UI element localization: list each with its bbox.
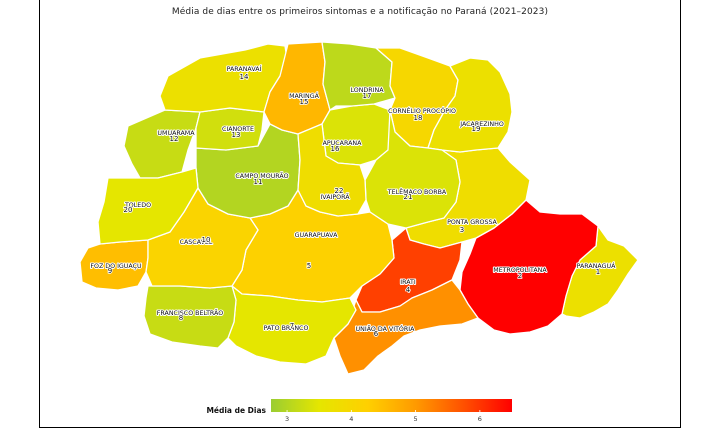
region-number-19: 19 xyxy=(472,125,481,133)
region-number-17: 17 xyxy=(363,92,372,100)
legend-tick-label-4: 4 xyxy=(349,415,353,423)
legend-tick-label-6: 6 xyxy=(478,415,482,423)
region-12 xyxy=(123,109,201,179)
region-name-12: UMUARAMA xyxy=(157,130,195,137)
region-number-10: 10 xyxy=(202,236,211,244)
region-name-10: CASCAVEL xyxy=(180,239,213,246)
legend: Média de Dias 3 4 5 6 xyxy=(206,399,512,423)
region-number-8: 8 xyxy=(179,314,183,322)
region-22 xyxy=(297,123,367,217)
region-name-22: IVAIPORÃ xyxy=(320,192,350,201)
region-name-15: MARINGÁ xyxy=(289,91,320,100)
map-title: Média de dias entre os primeiros sintoma… xyxy=(171,7,549,17)
region-number-13: 13 xyxy=(232,131,241,139)
region-number-22: 22 xyxy=(335,187,344,195)
region-name-4: IRATI xyxy=(400,279,416,286)
region-6 xyxy=(333,279,479,375)
region-name-7: PATO BRANCO xyxy=(264,325,309,332)
region-name-19: JACAREZINHO xyxy=(459,121,504,128)
legend-color-bar xyxy=(271,399,512,412)
region-name-5: GUARAPUAVA xyxy=(295,232,338,239)
region-8 xyxy=(143,285,237,349)
region-name-16: APUCARANA xyxy=(323,140,363,147)
legend-ticks: 3 4 5 6 xyxy=(285,410,482,423)
region-number-2: 2 xyxy=(518,272,522,280)
region-number-12: 12 xyxy=(170,135,179,143)
region-number-5: 5 xyxy=(307,262,311,270)
region-11 xyxy=(195,123,301,219)
region-number-18: 18 xyxy=(414,114,423,122)
regions-layer xyxy=(79,41,639,375)
region-20 xyxy=(97,167,199,245)
region-name-2: METROPOLITANA xyxy=(493,267,547,274)
region-number-9: 9 xyxy=(108,267,112,275)
region-number-7: 7 xyxy=(290,322,294,330)
region-name-9: FOZ DO IGUAÇU xyxy=(90,263,142,270)
region-number-20: 20 xyxy=(124,206,133,214)
region-number-4: 4 xyxy=(406,286,411,294)
region-name-20: TOLEDO xyxy=(124,202,151,209)
region-name-3: PONTA GROSSA xyxy=(447,219,497,226)
region-number-16: 16 xyxy=(331,145,340,153)
region-name-1: PARANAGUÁ xyxy=(577,261,617,270)
region-name-13: CIANORTE xyxy=(222,126,254,133)
region-number-1: 1 xyxy=(596,268,600,276)
region-name-21: TELÊMACO BORBA xyxy=(387,187,447,196)
region-name-6: UNIÃO DA VITÓRIA xyxy=(356,324,416,333)
legend-title: Média de Dias xyxy=(206,406,266,415)
region-name-11: CAMPO MOURÃO xyxy=(235,171,288,180)
legend-tick-label-3: 3 xyxy=(285,415,289,423)
region-number-21: 21 xyxy=(404,193,413,201)
legend-tick-label-5: 5 xyxy=(414,415,418,423)
region-number-11: 11 xyxy=(254,178,263,186)
region-name-18: CORNÉLIO PROCÓPIO xyxy=(388,106,456,115)
region-19 xyxy=(427,57,513,153)
region-number-14: 14 xyxy=(240,73,249,81)
region-21 xyxy=(364,109,461,229)
region-number-3: 3 xyxy=(460,226,464,234)
region-number-6: 6 xyxy=(374,330,379,338)
region-number-15: 15 xyxy=(300,98,309,106)
region-name-14: PARANAVAÍ xyxy=(227,64,262,73)
region-name-17: LONDRINA xyxy=(350,87,384,94)
region-2 xyxy=(459,199,599,335)
region-name-8: FRANCISCO BELTRÃO xyxy=(157,308,223,317)
